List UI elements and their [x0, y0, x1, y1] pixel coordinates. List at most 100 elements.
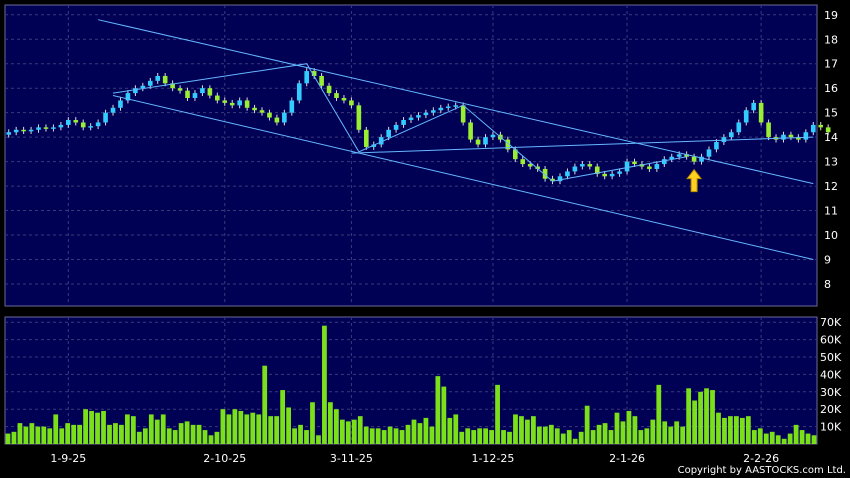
- volume-bar: [710, 390, 715, 444]
- volume-bar: [339, 419, 345, 444]
- price-tick-label: 16: [824, 82, 838, 95]
- volume-bar: [286, 407, 291, 444]
- candle-body: [6, 132, 12, 135]
- volume-bar: [214, 431, 220, 444]
- candle-body: [751, 102, 756, 111]
- volume-bar: [65, 423, 71, 444]
- volume-bar: [238, 410, 244, 444]
- date-tick-label: 2-10-25: [203, 452, 246, 465]
- volume-bar: [130, 416, 136, 444]
- volume-bar: [578, 431, 584, 444]
- volume-bar: [590, 430, 596, 444]
- candle-body: [229, 102, 235, 106]
- volume-bar: [351, 419, 357, 444]
- volume-bar: [393, 428, 399, 444]
- candle-body: [490, 134, 496, 138]
- candle-body: [147, 80, 153, 86]
- volume-bar: [692, 400, 697, 444]
- price-gridlines: [5, 5, 817, 306]
- candle-body: [140, 85, 146, 89]
- volume-bar: [751, 430, 757, 444]
- candle-body: [565, 171, 570, 177]
- volume-tick-label: 60K: [820, 334, 842, 347]
- candle-body: [810, 124, 816, 133]
- volume-bar: [489, 430, 494, 444]
- candle-body: [624, 161, 630, 172]
- volume-bar: [95, 412, 100, 444]
- volume-bar: [196, 424, 202, 444]
- volume-bar: [387, 426, 393, 444]
- candle-body: [587, 164, 593, 167]
- candle-body: [825, 127, 831, 133]
- volume-bar: [23, 426, 29, 444]
- candle-body: [118, 100, 123, 108]
- volume-bar: [47, 428, 53, 444]
- date-tick-label: 3-11-25: [330, 452, 373, 465]
- volume-bar: [566, 430, 572, 444]
- volume-bar: [483, 428, 489, 444]
- volume-bar: [226, 414, 232, 444]
- candle-body: [721, 137, 727, 143]
- candle-body: [691, 156, 697, 162]
- candle-body: [505, 139, 511, 150]
- volume-bar: [71, 424, 77, 444]
- candle-body: [416, 115, 421, 118]
- candle-body: [736, 122, 742, 133]
- candle-body: [438, 107, 444, 111]
- volume-bar: [417, 423, 423, 444]
- volume-bar: [513, 414, 518, 444]
- candle-body: [602, 173, 607, 177]
- candlesticks: [6, 68, 831, 185]
- candle-body: [632, 161, 637, 165]
- volume-bar: [184, 421, 190, 444]
- volume-bar: [208, 435, 214, 444]
- volume-bar: [250, 412, 256, 444]
- candle-body: [393, 124, 399, 130]
- candle-body: [66, 120, 71, 125]
- candle-body: [661, 159, 667, 165]
- trendline: [112, 95, 814, 260]
- signal-up-arrow-icon: [686, 168, 703, 193]
- candle-body: [669, 156, 675, 160]
- candle-body: [378, 137, 384, 145]
- price-tick-label: 11: [824, 205, 838, 218]
- volume-axis: 10K 20K 30K 40K 50K 60K 70K: [820, 316, 842, 433]
- volume-bar: [375, 428, 381, 444]
- candle-body: [222, 100, 228, 103]
- volume-bar: [734, 416, 739, 444]
- volume-bar: [799, 430, 805, 444]
- volume-bar: [501, 430, 506, 444]
- volume-bar: [35, 426, 41, 444]
- volume-bar: [316, 435, 321, 444]
- price-tick-label: 18: [824, 33, 838, 46]
- candle-body: [743, 110, 749, 123]
- candle-body: [363, 129, 369, 147]
- volume-bar: [638, 430, 644, 444]
- candle-body: [453, 105, 459, 107]
- volume-bar: [548, 424, 554, 444]
- volume-bar: [232, 409, 238, 444]
- date-tick-label: 1-12-25: [471, 452, 514, 465]
- candle-body: [550, 178, 555, 182]
- price-tick-label: 9: [824, 254, 831, 267]
- volume-bar: [650, 419, 656, 444]
- volume-bar: [125, 414, 130, 444]
- volume-bar: [662, 421, 668, 444]
- candle-body: [676, 154, 682, 157]
- candle-body: [758, 102, 764, 123]
- candle-body: [475, 139, 481, 145]
- volume-bar: [680, 426, 686, 444]
- volume-bar: [644, 428, 650, 444]
- candle-body: [617, 171, 622, 174]
- candle-body: [706, 149, 712, 157]
- candle-body: [170, 83, 175, 89]
- candle-body: [431, 110, 436, 113]
- volume-bar: [728, 416, 733, 444]
- volume-bar: [172, 430, 178, 444]
- price-tick-label: 12: [824, 180, 838, 193]
- date-tick-label: 2-1-26: [609, 452, 645, 465]
- candle-body: [349, 100, 354, 106]
- candle-body: [356, 105, 362, 130]
- candle-body: [28, 129, 34, 132]
